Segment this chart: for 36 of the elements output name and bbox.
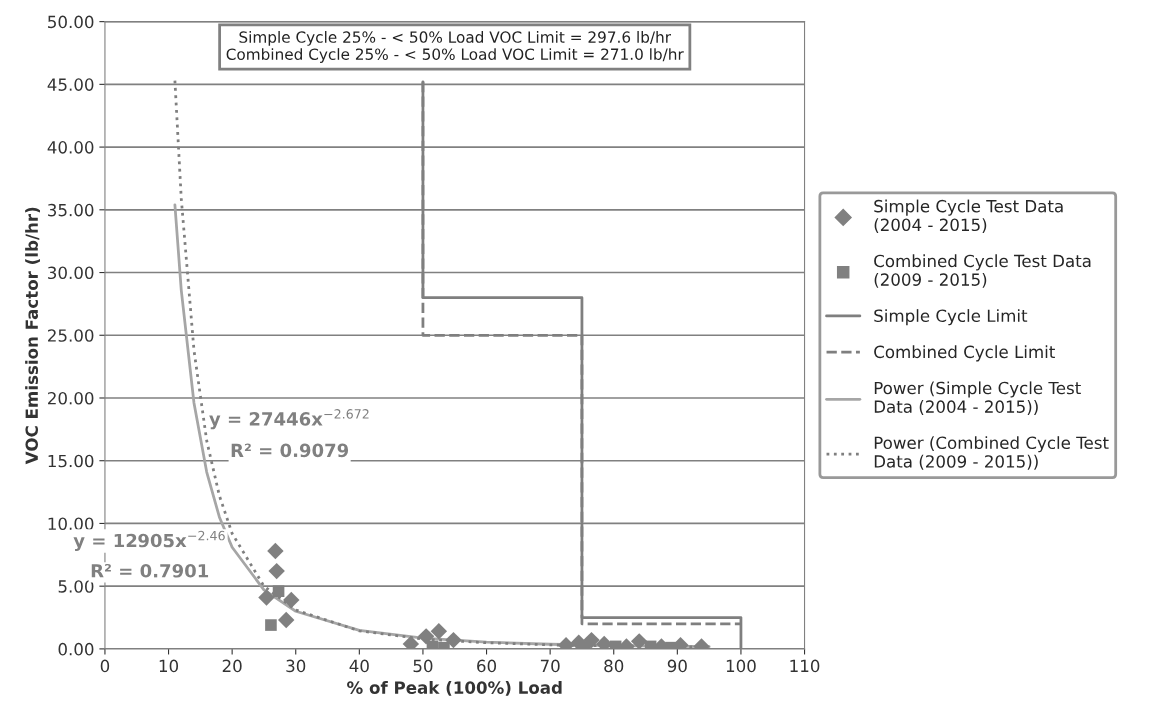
y-tick-label: 30.00 (48, 266, 94, 280)
legend-label: Power (Combined Cycle Test Data (2009 - 2015)) (874, 436, 1109, 470)
legend-label: Simple Cycle Test Data (2004 - 2015) (874, 199, 1063, 234)
x-tick-label: 50 (413, 659, 433, 673)
y-tick-label: 10.00 (48, 517, 94, 531)
y-tick-label: 45.00 (47, 78, 94, 91)
annotation: R² = 0.7901 (91, 563, 209, 578)
y-tick-label: 35.00 (48, 203, 94, 217)
x-tick-label: 70 (540, 659, 560, 673)
legend-label: Combined Cycle Test Data (2009 - 2015) (874, 254, 1091, 288)
annotation: R² = 0.9079 (231, 443, 349, 458)
y-tick-label: 0.00 (58, 642, 94, 656)
x-tick-label: 10 (159, 659, 179, 673)
x-tick-label: 20 (222, 659, 242, 673)
y-tick-label: 40.00 (47, 141, 94, 154)
x-axis-title: % of Peak (100%) Load (347, 681, 562, 696)
y-tick-label: 15.00 (48, 454, 94, 468)
annotation: y = 27446x$^{−2.672}$ (209, 409, 369, 430)
legend-label: Power (Simple Cycle Test Data (2004 - 2015)) (874, 381, 1081, 415)
y-tick-label: 5.00 (58, 580, 94, 593)
legend-label: Simple Cycle Limit (874, 309, 1028, 326)
annotation: Simple Cycle 25% - < 50% Load VOC Limit = 297.6 lb/hr Combined Cycle 25% - < 50% Load VOC Limit = 271.0 lb/hr (226, 31, 684, 63)
y-tick-label: 25.00 (48, 329, 94, 342)
x-tick-label: 110 (790, 659, 820, 673)
legend-label: Combined Cycle Limit (874, 345, 1055, 362)
x-tick-label: 100 (726, 659, 756, 673)
x-tick-label: 40 (349, 659, 369, 673)
x-tick-label: 60 (477, 659, 497, 673)
y-axis-title: VOC Emission Factor (lb/hr) (25, 207, 40, 465)
x-tick-label: 0 (100, 659, 110, 673)
x-tick-label: 80 (604, 659, 624, 673)
y-tick-label: 50.00 (48, 15, 94, 29)
annotation: y = 12905x$^{−2.46}$ (73, 530, 225, 551)
y-tick-label: 20.00 (48, 391, 94, 405)
x-tick-label: 90 (667, 659, 687, 673)
x-tick-label: 30 (286, 659, 306, 673)
